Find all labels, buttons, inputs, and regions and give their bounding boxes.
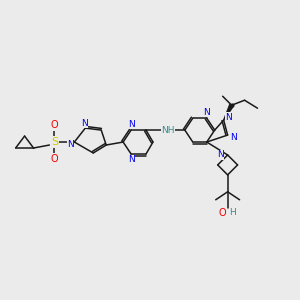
Text: N: N	[203, 108, 210, 117]
Text: N: N	[128, 120, 134, 129]
Text: O: O	[219, 208, 226, 218]
Text: H: H	[229, 208, 236, 217]
Polygon shape	[224, 104, 233, 120]
Text: N: N	[217, 151, 224, 160]
Text: N: N	[230, 133, 237, 142]
Text: N: N	[225, 113, 232, 122]
Text: N: N	[81, 118, 88, 127]
Text: O: O	[51, 154, 58, 164]
Text: O: O	[51, 120, 58, 130]
Text: NH: NH	[161, 126, 175, 135]
Text: N: N	[67, 140, 74, 148]
Text: S: S	[51, 137, 58, 147]
Text: N: N	[128, 155, 134, 164]
